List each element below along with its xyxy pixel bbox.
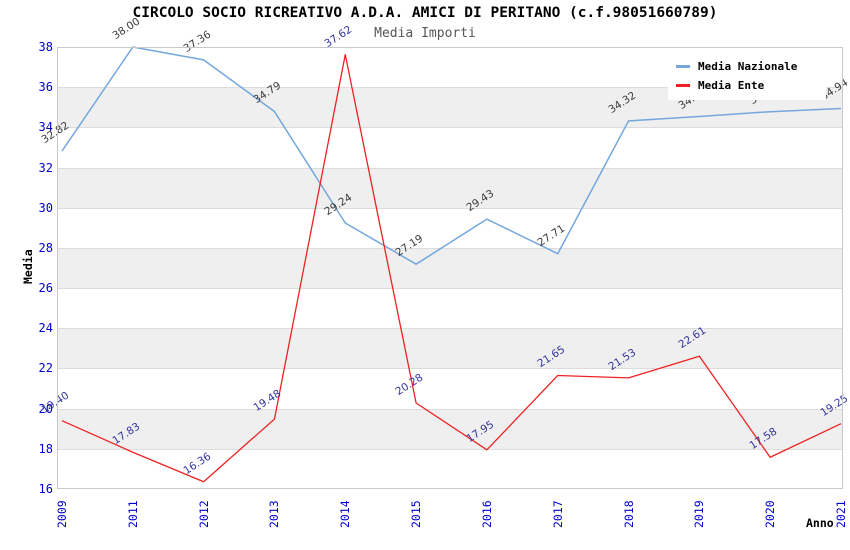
x-tick-label: 2016 xyxy=(479,500,494,528)
legend: Media Nazionale Media Ente xyxy=(668,52,826,100)
x-tick-label: 2021 xyxy=(834,500,848,528)
legend-item-media-ente: Media Ente xyxy=(676,76,818,95)
y-tick-label: 24 xyxy=(38,321,53,336)
x-tick-label: 2020 xyxy=(763,500,778,528)
x-tick-label: 2011 xyxy=(125,500,140,528)
y-tick-label: 28 xyxy=(38,240,53,255)
grid-band xyxy=(57,328,843,369)
grid-band xyxy=(57,167,843,208)
gridline xyxy=(57,288,843,290)
x-tick-label: 2009 xyxy=(55,500,69,528)
chart-subtitle: Media Importi xyxy=(374,26,476,41)
grid-band xyxy=(57,247,843,289)
grid-band xyxy=(57,448,843,489)
x-tick-label: 2012 xyxy=(196,500,211,528)
gridline xyxy=(57,127,843,129)
x-tick-label: 2013 xyxy=(267,500,282,528)
gridline xyxy=(57,368,843,370)
legend-item-media-nazionale: Media Nazionale xyxy=(676,57,818,76)
grid-band xyxy=(57,207,843,248)
gridline xyxy=(57,247,843,249)
grid-band xyxy=(57,127,843,168)
gridline xyxy=(57,408,843,410)
x-tick-label: 2014 xyxy=(338,500,353,528)
y-tick-label: 38 xyxy=(38,40,53,54)
grid-band xyxy=(57,288,843,329)
chart-title: CIRCOLO SOCIO RICREATIVO A.D.A. AMICI DI… xyxy=(132,5,718,21)
legend-item-label: Media Nazionale xyxy=(698,60,798,73)
y-tick-label: 20 xyxy=(38,401,53,416)
gridline xyxy=(57,167,843,169)
y-tick-label: 16 xyxy=(38,482,53,496)
y-tick-label: 26 xyxy=(38,281,53,296)
x-tick-label: 2019 xyxy=(692,500,707,528)
series-lines xyxy=(61,46,842,483)
x-tick-label: 2017 xyxy=(550,500,565,528)
y-tick-label: 22 xyxy=(38,361,53,376)
plot-area: 32.82 38.00 37.36 34.79 29.24 27.19 29.43 27.71… xyxy=(39,16,850,489)
series-line-media-ente xyxy=(61,53,842,483)
y-tick-label: 34 xyxy=(38,120,53,135)
series-line-media-nazionale xyxy=(61,46,842,265)
x-axis-label: Anno xyxy=(806,516,834,530)
y-tick-label: 30 xyxy=(38,200,53,215)
line-marker-icon xyxy=(676,84,690,87)
grid-band xyxy=(57,408,843,449)
x-tick-label: 2015 xyxy=(409,500,424,528)
x-tick-label: 2018 xyxy=(621,500,636,528)
gridline xyxy=(57,87,843,89)
gridline xyxy=(57,207,843,209)
gridline xyxy=(57,328,843,330)
y-tick-label: 32 xyxy=(38,160,53,175)
legend-item-label: Media Ente xyxy=(698,79,765,92)
gridline xyxy=(57,448,843,450)
y-tick-label: 36 xyxy=(38,80,53,95)
line-marker-icon xyxy=(676,65,690,68)
y-tick-label: 18 xyxy=(38,441,53,456)
